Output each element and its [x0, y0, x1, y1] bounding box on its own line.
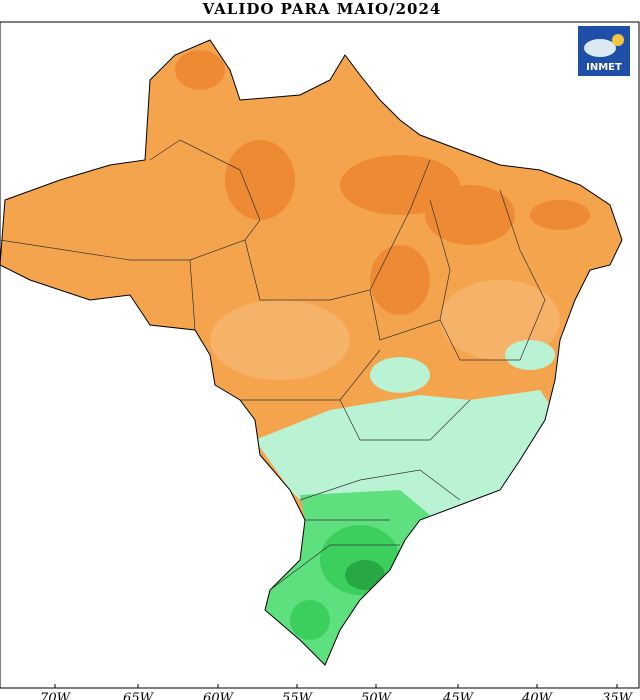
longitude-label: 45W	[442, 691, 475, 700]
longitude-label: 35W	[602, 691, 634, 700]
longitude-label: 70W	[40, 691, 72, 700]
longitude-label: 50W	[361, 691, 393, 700]
logo-label: INMET	[586, 62, 622, 73]
inmet-logo: INMET	[578, 26, 630, 76]
longitude-label: 40W	[521, 691, 554, 700]
brazil-fill	[0, 40, 622, 665]
brazil-outline	[0, 39, 623, 666]
map-title: VALIDO PARA MAIO/2024	[202, 0, 442, 18]
state-borders	[0, 139, 546, 591]
longitude-label: 60W	[203, 691, 235, 700]
longitude-label: 55W	[282, 691, 314, 700]
longitude-label: 65W	[123, 691, 155, 700]
map-frame	[0, 21, 640, 689]
